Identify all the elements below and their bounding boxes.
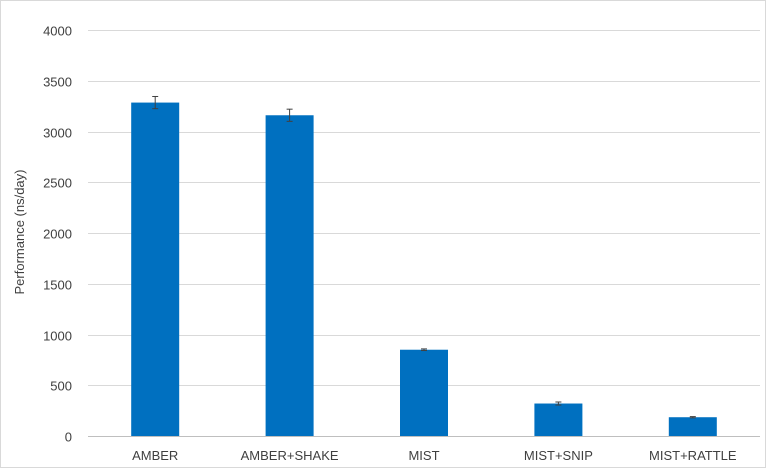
- y-axis-label: Performance (ns/day): [12, 170, 27, 295]
- error-bar-mist: [421, 348, 427, 352]
- error-bar-mist-snip: [555, 401, 562, 406]
- y-tick-label-1000: 1000: [43, 329, 72, 344]
- bar-mist-snip: [534, 403, 583, 436]
- x-tick-label-mist-rattle: MIST+RATTLE: [649, 448, 737, 463]
- gridlines: [88, 30, 760, 437]
- y-tick-label-500: 500: [50, 379, 72, 394]
- y-tick-label-0: 0: [65, 430, 72, 445]
- x-tick-label-amber: AMBER: [132, 448, 178, 463]
- y-tick-label-1500: 1500: [43, 278, 72, 293]
- y-tick-label-4000: 4000: [43, 24, 72, 39]
- bar-mist-rattle: [668, 417, 717, 436]
- x-tick-labels: AMBER AMBER+SHAKE MIST MIST+SNIP MIST+RATTLE: [132, 448, 737, 463]
- y-tick-label-3000: 3000: [43, 126, 72, 141]
- x-tick-label-amber-shake: AMBER+SHAKE: [241, 448, 339, 463]
- bar-amber: [131, 102, 180, 436]
- x-tick-label-mist-snip: MIST+SNIP: [524, 448, 593, 463]
- y-tick-labels: 0 500 1000 1500 2000 2500 3000 3500 4000: [43, 24, 72, 445]
- error-bar-mist-rattle: [689, 416, 696, 419]
- bar-mist: [400, 349, 448, 436]
- y-tick-label-3500: 3500: [43, 75, 72, 90]
- bar-amber-shake: [265, 115, 314, 436]
- x-tick-label-mist: MIST: [408, 448, 439, 463]
- error-bar-amber: [152, 95, 159, 110]
- error-bar-amber-shake: [286, 108, 293, 122]
- bars: [131, 95, 717, 436]
- y-tick-label-2000: 2000: [43, 227, 72, 242]
- y-tick-label-2500: 2500: [43, 176, 72, 191]
